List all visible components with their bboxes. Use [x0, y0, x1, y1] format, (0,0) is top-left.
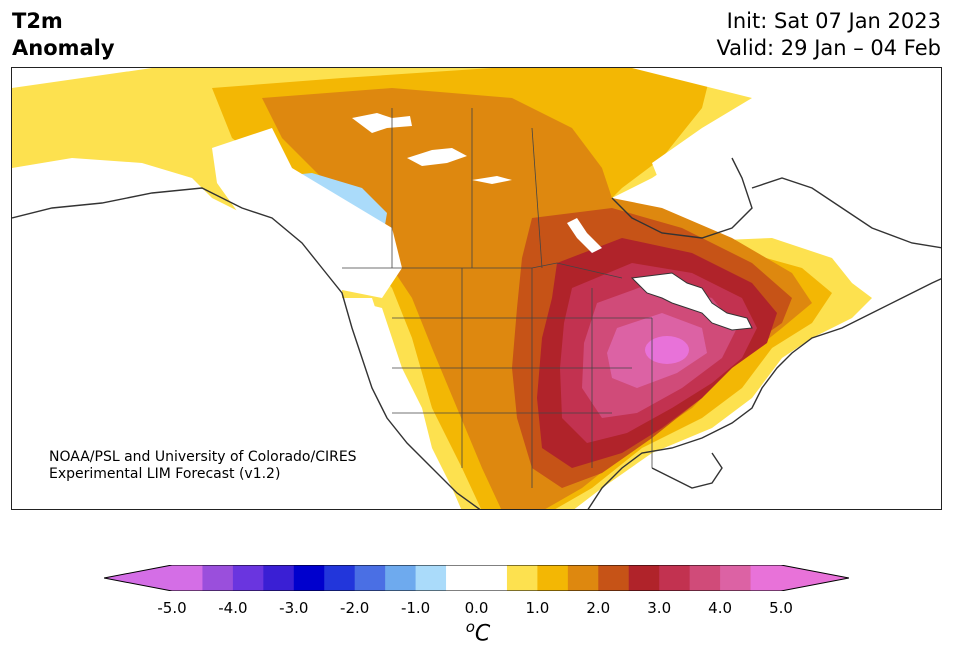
colorbar-tick-label: -1.0 [400, 599, 431, 617]
colorbar-tick-label: 0.0 [464, 599, 489, 617]
title-line-1: T2m [12, 9, 63, 33]
degree-symbol: o [465, 618, 475, 636]
lakes-great-lakes [630, 272, 753, 331]
colorbar-segment [202, 565, 234, 591]
anomaly-map [11, 67, 942, 510]
forecast-dates: Init: Sat 07 Jan 2023 Valid: 29 Jan – 04… [716, 8, 941, 62]
anomaly-neutral-arctic [632, 68, 941, 298]
colorbar-segment [628, 565, 660, 591]
colorbar-segment [446, 565, 477, 591]
colorbar-arrow-right [781, 565, 849, 591]
colorbar-segment [172, 565, 203, 591]
colorbar [104, 565, 849, 591]
colorbar-segment [750, 565, 782, 591]
colorbar-tick-label: 2.0 [586, 599, 611, 617]
coastlines [12, 157, 941, 509]
colorbar-segment [567, 565, 599, 591]
unit-letter: C [474, 621, 491, 647]
credit-line-1: NOAA/PSL and University of Colorado/CIRE… [49, 449, 357, 465]
anomaly-neutral-ocean [12, 218, 342, 509]
colorbar-segment [263, 565, 295, 591]
colorbar-tick-label: 5.0 [769, 599, 793, 617]
colorbar-segment [659, 565, 691, 591]
lake-winnipeg [567, 218, 602, 253]
title-line-2: Anomaly [12, 36, 115, 60]
lake-athabasca [472, 176, 512, 184]
colorbar-tick-label: 4.0 [708, 599, 733, 617]
colorbar-segment [354, 565, 386, 591]
init-date: Init: Sat 07 Jan 2023 [726, 9, 941, 33]
colorbar-segment [537, 565, 569, 591]
valid-dates: Valid: 29 Jan – 04 Feb [716, 36, 941, 60]
colorbar-tick-label: -3.0 [279, 599, 309, 617]
colorbar-segment [476, 565, 508, 591]
map-title: T2m Anomaly [12, 8, 115, 62]
colorbar-tick-label: -4.0 [218, 599, 248, 617]
colorbar-tick-label: -5.0 [157, 599, 187, 617]
anomaly-band-4.5-5 [645, 336, 689, 364]
colorbar-tick-label: 1.0 [525, 599, 550, 617]
credit-text: NOAA/PSL and University of Colorado/CIRE… [49, 449, 357, 483]
map-svg [12, 68, 941, 509]
colorbar-segment [598, 565, 630, 591]
anomaly-neutral-southwest [342, 298, 462, 509]
colorbar-unit: oC [466, 618, 491, 646]
colorbar-arrow-left [104, 565, 172, 591]
colorbar-segment [232, 565, 264, 591]
colorbar-segment [720, 565, 752, 591]
lake-great-bear [352, 113, 412, 133]
lake-great-slave [407, 148, 467, 166]
colorbar-tick-label: -2.0 [340, 599, 370, 617]
political-boundaries [342, 108, 653, 488]
colorbar-segment [324, 565, 356, 591]
colorbar-segment [415, 565, 447, 591]
anomaly-neutral-alaska [12, 158, 222, 228]
colorbar-segment [385, 565, 417, 591]
anomaly-neutral-bc [212, 128, 402, 298]
colorbar-tick-label: 3.0 [647, 599, 672, 617]
colorbar-segment [506, 565, 538, 591]
colorbar-segment [293, 565, 325, 591]
colorbar-segment [689, 565, 721, 591]
credit-line-2: Experimental LIM Forecast (v1.2) [49, 466, 281, 482]
